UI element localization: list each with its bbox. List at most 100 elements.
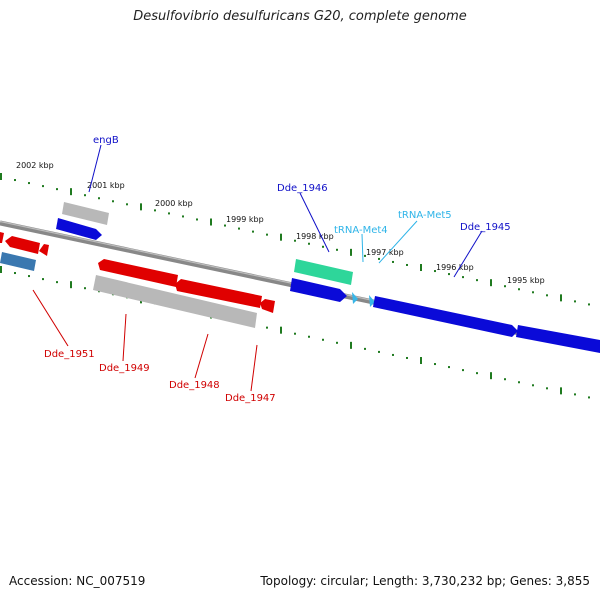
- outer-ring-major-tick: [280, 233, 282, 241]
- inner-ring-minor-tick: [532, 384, 534, 387]
- leader-trna-met5: [378, 220, 418, 264]
- inner-ring-minor-tick: [28, 275, 30, 278]
- label-Dde_1948: Dde_1948: [169, 380, 220, 391]
- outer-dotted-ring: [0, 173, 590, 306]
- gene-Dde_1949[interactable]: [98, 259, 178, 287]
- outer-ring-major-tick: [70, 188, 72, 196]
- outer-ring-major-tick: [560, 294, 562, 302]
- outer-ring-minor-tick: [42, 185, 44, 188]
- leader-engB: [88, 144, 102, 193]
- inner-ring-minor-tick: [308, 335, 310, 338]
- gene-Dde_1951[interactable]: [0, 252, 36, 271]
- leader-Dde_1951: [32, 289, 69, 347]
- gene-Dde_1948[interactable]: [175, 279, 262, 308]
- outer-ring-minor-tick: [168, 212, 170, 215]
- outer-ring-minor-tick: [434, 270, 436, 273]
- inner-ring-minor-tick: [42, 278, 44, 281]
- outer-ring-minor-tick: [392, 260, 394, 263]
- inner-ring-minor-tick: [448, 366, 450, 369]
- outer-ring-minor-tick: [532, 291, 534, 294]
- outer-ring-minor-tick: [448, 273, 450, 276]
- genome-summary-text: Topology: circular; Length: 3,730,232 bp…: [260, 574, 590, 588]
- inner-ring-minor-tick: [434, 363, 436, 366]
- gene-gray-upper[interactable]: [62, 202, 109, 225]
- inner-ring-minor-tick: [84, 287, 86, 290]
- gene-left-red-c[interactable]: [39, 244, 49, 256]
- scale-labels: 2002 kbp 2001 kbp 2000 kbp 1999 kbp 1998…: [16, 161, 545, 285]
- gene-gray-lower[interactable]: [93, 275, 257, 328]
- gene-Dde_1947[interactable]: [260, 299, 275, 313]
- label-Dde_1949: Dde_1949: [99, 363, 150, 374]
- outer-ring-minor-tick: [98, 197, 100, 200]
- outer-ring-minor-tick: [84, 194, 86, 197]
- inner-ring-major-tick: [70, 281, 72, 289]
- outer-ring-minor-tick: [378, 257, 380, 260]
- inner-ring-minor-tick: [14, 272, 16, 275]
- gene-left-red-b[interactable]: [5, 236, 40, 254]
- outer-ring-minor-tick: [14, 179, 16, 182]
- inner-ring-minor-tick: [504, 378, 506, 381]
- label-Dde_1947: Dde_1947: [225, 393, 276, 404]
- gene-next-forward[interactable]: [516, 325, 600, 353]
- gene-engB[interactable]: [56, 218, 102, 240]
- outer-ring-minor-tick: [182, 215, 184, 218]
- outer-ring-minor-tick: [546, 294, 548, 297]
- tick-label-1997: 1997 kbp: [366, 248, 404, 257]
- outer-ring-minor-tick: [266, 233, 268, 236]
- gene-left-red-a[interactable]: [0, 232, 4, 243]
- inner-ring-major-tick: [490, 372, 492, 380]
- outer-ring-minor-tick: [126, 203, 128, 206]
- outer-ring-minor-tick: [196, 218, 198, 221]
- tick-label-1996: 1996 kbp: [436, 263, 474, 272]
- inner-ring-minor-tick: [392, 353, 394, 356]
- inner-ring-minor-tick: [294, 332, 296, 335]
- inner-ring-minor-tick: [378, 350, 380, 353]
- outer-ring-minor-tick: [308, 242, 310, 245]
- inner-ring-major-tick: [0, 266, 2, 273]
- forward-features: [56, 202, 600, 353]
- outer-ring-minor-tick: [238, 227, 240, 230]
- gene-trna-met5[interactable]: [369, 295, 375, 307]
- gene-trna-met4[interactable]: [352, 292, 358, 304]
- gene-teal-rna[interactable]: [294, 259, 353, 285]
- inner-ring-minor-tick: [476, 372, 478, 375]
- tick-label-1998: 1998 kbp: [296, 232, 334, 241]
- outer-ring-major-tick: [350, 248, 352, 256]
- outer-ring-minor-tick: [364, 254, 366, 257]
- inner-ring-minor-tick: [546, 387, 548, 390]
- inner-ring-minor-tick: [56, 281, 58, 284]
- gene-Dde_1946[interactable]: [290, 278, 347, 302]
- inner-ring-minor-tick: [364, 347, 366, 350]
- tick-label-2002: 2002 kbp: [16, 161, 54, 170]
- label-trna-met4: tRNA-Met4: [334, 225, 388, 236]
- inner-ring-minor-tick: [588, 396, 590, 399]
- tick-label-2001: 2001 kbp: [87, 181, 125, 190]
- inner-ring-major-tick: [560, 387, 562, 395]
- outer-ring-minor-tick: [154, 209, 156, 212]
- inner-ring-minor-tick: [574, 393, 576, 396]
- tick-label-2000: 2000 kbp: [155, 199, 193, 208]
- label-Dde_1946: Dde_1946: [277, 183, 328, 194]
- outer-ring-major-tick: [420, 264, 422, 272]
- outer-ring-minor-tick: [406, 263, 408, 266]
- map-title: Desulfovibrio desulfuricans G20, complet…: [133, 9, 467, 24]
- inner-ring-minor-tick: [322, 338, 324, 341]
- inner-ring-minor-tick: [266, 326, 268, 329]
- label-engB: engB: [93, 135, 119, 146]
- outer-ring-minor-tick: [588, 303, 590, 306]
- leader-lines: [32, 144, 483, 392]
- leader-Dde_1945: [453, 230, 483, 278]
- outer-ring-major-tick: [210, 218, 212, 226]
- label-Dde_1951: Dde_1951: [44, 349, 95, 360]
- inner-ring-major-tick: [280, 326, 282, 334]
- outer-ring-minor-tick: [28, 182, 30, 185]
- outer-ring-minor-tick: [518, 288, 520, 291]
- outer-ring-major-tick: [0, 173, 2, 180]
- inner-ring-minor-tick: [336, 341, 338, 344]
- gene-Dde_1945[interactable]: [373, 296, 518, 337]
- outer-ring-minor-tick: [112, 200, 114, 203]
- tick-label-1999: 1999 kbp: [226, 215, 264, 224]
- outer-ring-minor-tick: [336, 248, 338, 251]
- outer-ring-minor-tick: [574, 300, 576, 303]
